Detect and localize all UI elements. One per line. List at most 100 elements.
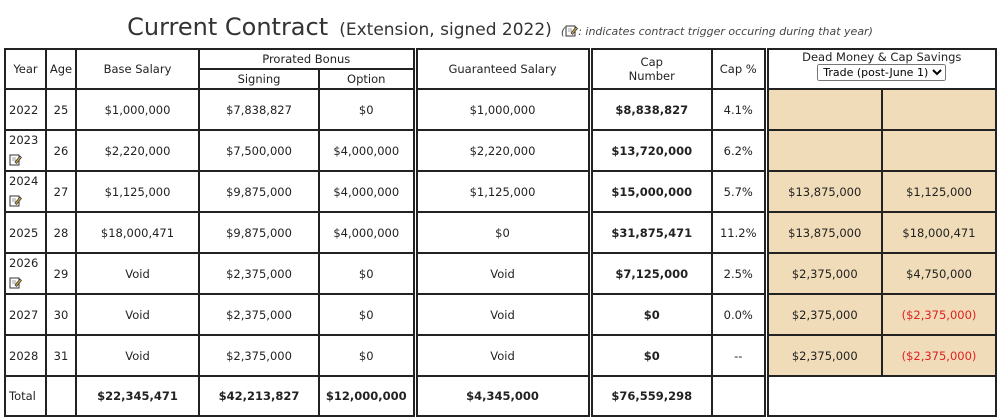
- cell-option: $4,000,000: [318, 170, 416, 213]
- total-row: Total $22,345,471 $42,213,827 $12,000,00…: [4, 375, 997, 417]
- cell-guaranteed: $1,000,000: [412, 88, 591, 131]
- year-value: 2022: [9, 102, 39, 117]
- header-cap-number: Cap Number: [587, 48, 713, 90]
- cell-option: $0: [318, 252, 416, 295]
- header-base-salary: Base Salary: [75, 48, 200, 90]
- contract-year-row: 2028 31 Void $2,375,000 $0 Void $0 -- $2,375,000…: [4, 334, 997, 377]
- page-title: Current Contract: [127, 13, 329, 41]
- cell-cap-pct: 6.2%: [711, 129, 767, 172]
- cell-cap-savings: $4,750,000: [881, 252, 997, 295]
- cell-option: $4,000,000: [318, 211, 416, 254]
- trigger-legend: (: indicates contract trigger occuring d…: [561, 25, 873, 38]
- cell-year: 2024: [4, 170, 47, 213]
- cell-guaranteed: Void: [412, 252, 591, 295]
- contract-year-row: 2026 29 Void $2,375,000 $0 Void $7,125,000 2.5%…: [4, 252, 997, 295]
- cell-age: 30: [45, 293, 77, 336]
- total-label: Total: [4, 375, 47, 417]
- header-prorated-bonus: Prorated Bonus: [198, 48, 416, 70]
- header-age: Age: [45, 48, 77, 90]
- cell-cap-savings: ($2,375,000): [881, 293, 997, 336]
- cell-guaranteed: $1,125,000: [412, 170, 591, 213]
- cell-cap-number: $15,000,000: [587, 170, 713, 213]
- contract-year-row: 2024 27 $1,125,000 $9,875,000 $4,000,000 $1,1…: [4, 170, 997, 213]
- cell-dead-money: $2,375,000: [763, 293, 883, 336]
- header-cap-pct: Cap %: [711, 48, 767, 90]
- pencil-note-icon: [565, 25, 579, 37]
- cell-base-salary: $18,000,471: [75, 211, 200, 254]
- cell-guaranteed: $0: [412, 211, 591, 254]
- header-guaranteed-salary: Guaranteed Salary: [412, 48, 591, 90]
- cell-base-salary: Void: [75, 334, 200, 377]
- header-year: Year: [4, 48, 47, 90]
- cell-cap-number: $0: [587, 293, 713, 336]
- pencil-note-icon: [9, 277, 22, 289]
- year-value: 2023: [9, 133, 39, 147]
- total-dead: [763, 375, 997, 417]
- dead-money-title: Dead Money & Cap Savings: [802, 50, 962, 64]
- cell-cap-savings: [881, 88, 997, 131]
- cell-age: 29: [45, 252, 77, 295]
- cell-signing: $9,875,000: [198, 211, 320, 254]
- cell-cap-number: $31,875,471: [587, 211, 713, 254]
- cell-option: $0: [318, 334, 416, 377]
- cell-base-salary: $1,000,000: [75, 88, 200, 131]
- cell-cap-savings: [881, 129, 997, 172]
- total-base: $22,345,471: [75, 375, 200, 417]
- contract-title: Current Contract (Extension, signed 2022…: [0, 13, 1000, 41]
- legend-paren: (: [560, 25, 566, 38]
- pencil-note-icon: [9, 195, 22, 207]
- year-value: 2024: [9, 174, 39, 188]
- cell-age: 25: [45, 88, 77, 131]
- contract-year-row: 2022 25 $1,000,000 $7,838,827 $0 $1,000,000 $8…: [4, 88, 997, 131]
- contract-year-row: 2027 30 Void $2,375,000 $0 Void $0 0.0% $2,375,0…: [4, 293, 997, 336]
- total-age: [45, 375, 77, 417]
- cell-year: 2026: [4, 252, 47, 295]
- header-option: Option: [318, 68, 416, 90]
- cell-option: $0: [318, 88, 416, 131]
- cell-cap-savings: ($2,375,000): [881, 334, 997, 377]
- cell-cap-pct: 0.0%: [711, 293, 767, 336]
- cell-cap-pct: 4.1%: [711, 88, 767, 131]
- total-cap: $76,559,298: [587, 375, 713, 417]
- cell-cap-pct: --: [711, 334, 767, 377]
- cell-year: 2027: [4, 293, 47, 336]
- year-value: 2027: [9, 307, 39, 322]
- cell-year: 2025: [4, 211, 47, 254]
- cell-age: 26: [45, 129, 77, 172]
- pencil-note-icon: [9, 154, 22, 166]
- cell-age: 27: [45, 170, 77, 213]
- cell-year: 2028: [4, 334, 47, 377]
- cell-cap-savings: $18,000,471: [881, 211, 997, 254]
- cell-base-salary: Void: [75, 293, 200, 336]
- year-value: 2028: [9, 348, 39, 363]
- trade-scenario-select[interactable]: Trade (post-June 1): [817, 64, 947, 81]
- cell-cap-number: $0: [587, 334, 713, 377]
- cell-dead-money: $2,375,000: [763, 334, 883, 377]
- cell-cap-number: $8,838,827: [587, 88, 713, 131]
- cell-option: $0: [318, 293, 416, 336]
- cell-cap-savings: $1,125,000: [881, 170, 997, 213]
- cell-cap-pct: 2.5%: [711, 252, 767, 295]
- cell-dead-money: $2,375,000: [763, 252, 883, 295]
- cap-number-line2: Number: [628, 69, 675, 83]
- cell-base-salary: $1,125,000: [75, 170, 200, 213]
- cell-signing: $2,375,000: [198, 252, 320, 295]
- header-dead-money: Dead Money & Cap Savings Trade (post-Jun…: [763, 48, 997, 90]
- cell-dead-money: [763, 88, 883, 131]
- cell-cap-pct: 11.2%: [711, 211, 767, 254]
- cell-signing: $2,375,000: [198, 293, 320, 336]
- cell-cap-pct: 5.7%: [711, 170, 767, 213]
- contract-table: Year Age Base Salary Prorated Bonus Guar…: [4, 48, 997, 417]
- total-guaranteed: $4,345,000: [412, 375, 591, 417]
- cell-cap-number: $7,125,000: [587, 252, 713, 295]
- cell-dead-money: [763, 129, 883, 172]
- page-subtitle: (Extension, signed 2022): [339, 20, 552, 40]
- header-signing: Signing: [198, 68, 320, 90]
- cell-age: 31: [45, 334, 77, 377]
- total-signing: $42,213,827: [198, 375, 320, 417]
- cell-guaranteed: Void: [412, 293, 591, 336]
- cell-base-salary: $2,220,000: [75, 129, 200, 172]
- total-option: $12,000,000: [318, 375, 416, 417]
- year-value: 2025: [9, 225, 39, 240]
- cell-signing: $2,375,000: [198, 334, 320, 377]
